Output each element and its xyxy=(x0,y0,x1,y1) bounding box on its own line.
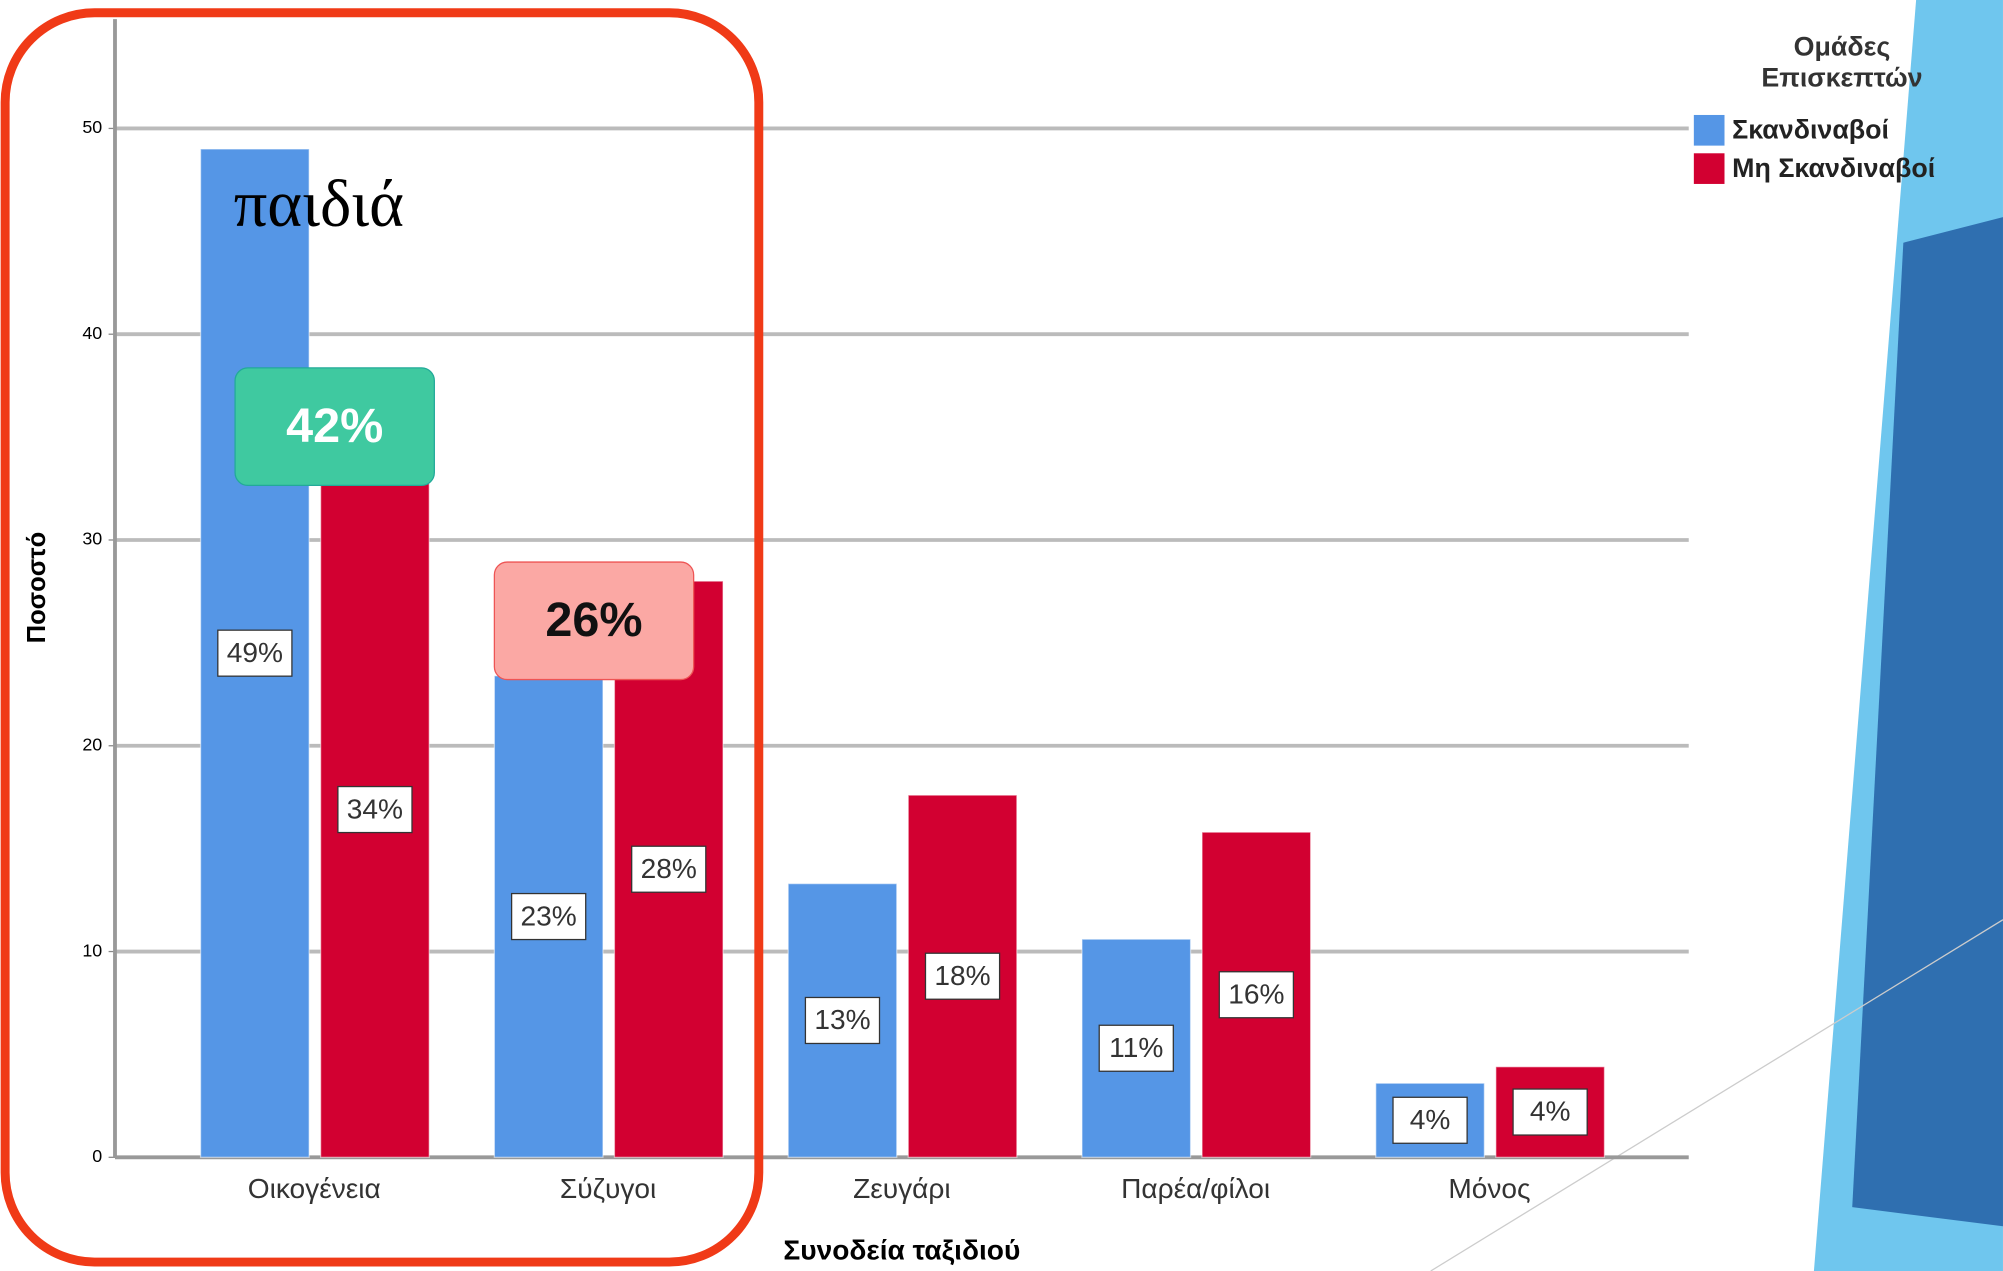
annotation-box xyxy=(234,367,435,487)
x-tick-label: Οικογένεια xyxy=(248,1173,381,1204)
value-label-box xyxy=(1098,1024,1174,1072)
legend-title: Ομάδες xyxy=(1794,32,1891,62)
value-label-box xyxy=(804,996,881,1045)
y-tick-label: 50 xyxy=(82,117,102,137)
value-label: 16% xyxy=(1228,978,1284,1009)
y-tick-label: 10 xyxy=(82,940,102,960)
value-label-box xyxy=(217,629,293,677)
annotation-box xyxy=(493,561,695,681)
value-label-box xyxy=(337,785,413,834)
value-label: 13% xyxy=(814,1004,870,1035)
legend-label: Σκανδιναβοί xyxy=(1732,115,1889,145)
value-label: 23% xyxy=(521,900,577,931)
value-label-box xyxy=(1392,1096,1468,1144)
value-label-box xyxy=(631,845,707,893)
value-label-box xyxy=(1218,971,1295,1019)
value-label: 49% xyxy=(227,637,283,668)
x-tick-label: Ζευγάρι xyxy=(853,1173,951,1204)
plot: 0 10 20 30 40 50 Οικογένεια 49% 34% Σύζυγοι 23% 28%… xyxy=(82,19,1689,1204)
value-label: 34% xyxy=(347,793,403,824)
y-tick-label: 30 xyxy=(82,529,102,549)
value-label: 4% xyxy=(1530,1096,1571,1127)
x-tick-label: Μόνος xyxy=(1448,1173,1530,1204)
y-tick-label: 0 xyxy=(92,1146,102,1166)
value-label: 4% xyxy=(1410,1104,1451,1135)
y-tick-label: 20 xyxy=(82,734,102,754)
x-axis-label: Συνοδεία ταξιδιού xyxy=(783,1234,1020,1265)
legend-label: Μη Σκανδιναβοί xyxy=(1732,153,1935,183)
value-label-box xyxy=(924,952,1001,1000)
highlight-frame xyxy=(0,8,764,1267)
y-axis-label: Ποσοστό xyxy=(23,532,51,644)
x-tick-label: Παρέα/φίλοι xyxy=(1121,1173,1270,1204)
legend-swatch xyxy=(1693,153,1725,184)
legend-title: Επισκεπτών xyxy=(1761,62,1922,92)
x-tick-label: Σύζυγοι xyxy=(560,1173,656,1204)
value-label-box xyxy=(510,892,587,941)
decor xyxy=(1430,0,2003,1271)
value-label: 28% xyxy=(641,853,697,884)
y-tick-label: 40 xyxy=(82,323,102,343)
decor-line xyxy=(1430,919,2003,1271)
annotation: 42% xyxy=(286,399,383,453)
value-label-box xyxy=(1512,1088,1588,1136)
annotation: παιδιά xyxy=(234,168,404,241)
legend-swatch xyxy=(1693,114,1725,146)
decor-photo xyxy=(1852,217,2003,1227)
value-label: 11% xyxy=(1109,1032,1163,1063)
value-label: 18% xyxy=(934,960,990,991)
annotation: 26% xyxy=(545,593,642,647)
